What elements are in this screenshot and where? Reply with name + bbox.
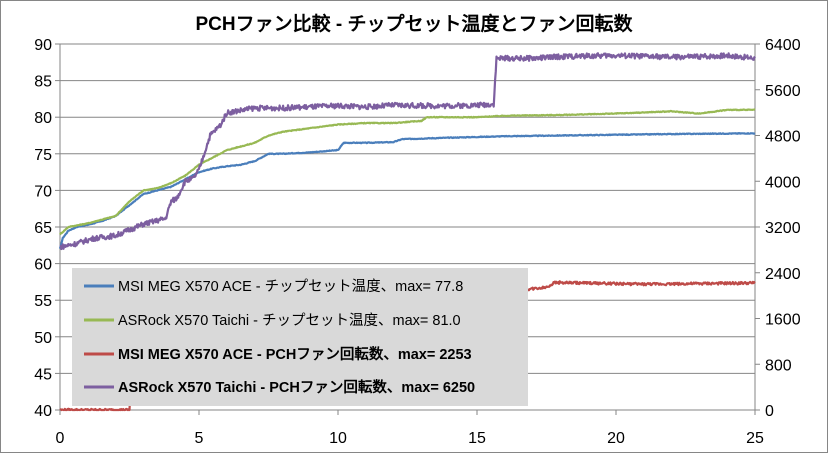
y-tick-label: 75 xyxy=(34,147,52,164)
legend: MSI MEG X570 ACE - チップセット温度、max= 77.8 ASR… xyxy=(72,268,528,406)
y-tick-label: 70 xyxy=(34,183,52,200)
y-tick-label: 50 xyxy=(34,330,52,347)
y-tick-label: 55 xyxy=(34,293,52,310)
series-msi-temp-line xyxy=(58,132,756,249)
y2-tick-label: 4800 xyxy=(765,129,801,146)
y-tick-label: 45 xyxy=(34,366,52,383)
y-tick-label: 40 xyxy=(34,403,52,420)
chart-title: PCHファン比較 - チップセット温度とファン回転数 xyxy=(195,12,633,35)
y2-tick-label: 3200 xyxy=(765,220,801,237)
x-tick-label: 5 xyxy=(195,430,204,447)
legend-entry: ASRock X570 Taichi - チップセット温度、max= 81.0 xyxy=(118,312,461,329)
y-tick-label: 90 xyxy=(34,37,52,54)
legend-entry: MSI MEG X570 ACE - チップセット温度、max= 77.8 xyxy=(118,278,463,295)
y-tick-label: 60 xyxy=(34,257,52,274)
x-tick-label: 15 xyxy=(468,430,486,447)
y-tick-label: 80 xyxy=(34,110,52,127)
x-tick-label: 20 xyxy=(607,430,625,447)
legend-entry: ASRock X570 Taichi - PCHファン回転数、max= 6250 xyxy=(118,378,475,396)
x-tick-label: 0 xyxy=(56,430,65,447)
y2-tick-label: 6400 xyxy=(765,37,801,54)
y2-tick-label: 5600 xyxy=(765,83,801,100)
x-tick-label: 10 xyxy=(329,430,347,447)
series-asrock-temp-line xyxy=(59,108,756,236)
axes: 4045505560657075808590080016002400320040… xyxy=(34,37,800,447)
y2-tick-label: 0 xyxy=(765,403,774,420)
y-tick-label: 85 xyxy=(34,74,52,91)
y-tick-label: 65 xyxy=(34,220,52,237)
y2-tick-label: 800 xyxy=(765,357,792,374)
legend-box xyxy=(72,268,528,406)
y2-tick-label: 4000 xyxy=(765,174,801,191)
y2-tick-label: 1600 xyxy=(765,312,801,329)
x-tick-label: 25 xyxy=(746,430,764,447)
y2-tick-label: 2400 xyxy=(765,266,801,283)
series-asrock-fan-line xyxy=(59,52,756,251)
legend-entry: MSI MEG X570 ACE - PCHファン回転数、max= 2253 xyxy=(118,345,472,363)
